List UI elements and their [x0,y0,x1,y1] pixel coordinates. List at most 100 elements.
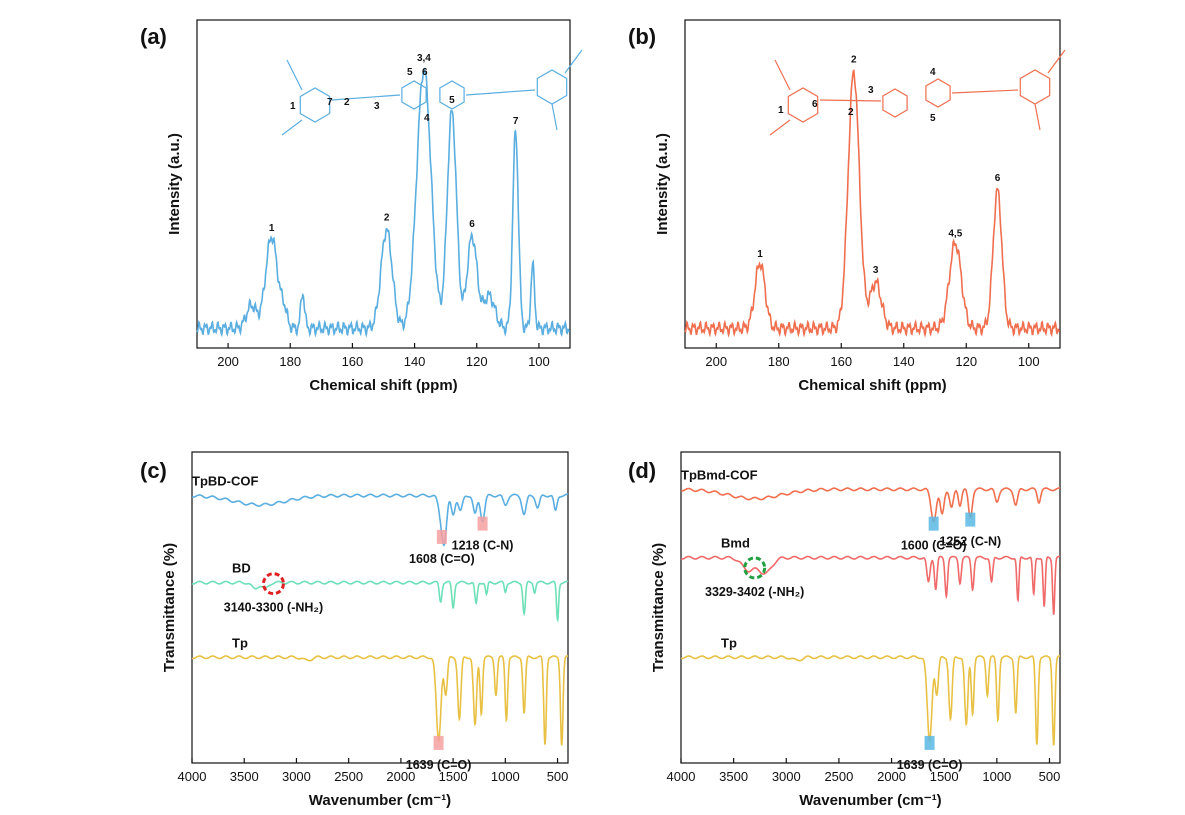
plot-frame [680,451,1061,764]
x-tick-label: 100 [1018,354,1040,369]
structure-ring [925,78,951,108]
structure-atom-label: 5 [930,113,936,124]
x-tick-label: 140 [893,354,915,369]
band-marker [924,735,935,750]
band-annotation: 1639 (C=O) [406,758,472,772]
series-label: BD [232,561,251,576]
peak-label: 5 [449,95,455,106]
peak-label: 1 [757,249,763,260]
structure-ring [882,88,908,118]
band-marker [965,512,976,527]
structure-bond [564,49,583,74]
band-marker [436,529,447,544]
peak-label: 6 [469,219,475,230]
x-tick-label: 140 [404,354,426,369]
x-tick-label: 1000 [982,769,1011,784]
ir-spectrum-line [191,580,569,623]
band-annotation: 3329-3402 (-NH₂) [705,585,804,599]
x-tick-label: 4000 [667,769,696,784]
x-tick-label: 2000 [386,769,415,784]
series-label: TpBD-COF [192,474,258,489]
band-annotation: 1252 (C-N) [939,535,1001,549]
nmr-spectrum-line [684,68,1061,338]
ir-spectrum-line [191,655,568,746]
x-tick-label: 160 [830,354,852,369]
x-tick-label: 2500 [824,769,853,784]
y-axis-title: Intensity (a.u.) [166,133,183,235]
structure-bond [465,89,536,96]
x-tick-label: 4000 [178,769,207,784]
x-tick-label: 160 [342,354,364,369]
x-axis-title: Wavenumber (cm⁻¹) [309,792,451,809]
structure-ring [299,87,331,123]
structure-bond [774,59,791,91]
structure-bond [331,94,401,101]
structure-atom-label: 2 [344,97,350,108]
structure-bond [819,99,882,102]
structure-ring [1019,69,1051,105]
structure-atom-label: 1 [778,105,784,116]
x-tick-label: 2500 [334,769,363,784]
structure-ring [536,69,568,105]
x-tick-label: 3500 [230,769,259,784]
molecule-structure [281,49,583,136]
structure-atom-label: 4 [424,113,430,124]
peak-label: 2 [384,213,390,224]
plot-frame [191,451,569,764]
band-annotation: 1608 (C=O) [409,552,475,566]
peak-label: 3,4 [417,53,431,64]
ir-spectrum-line [680,555,1061,615]
x-tick-label: 180 [279,354,301,369]
structure-atom-label: 7 [327,97,333,108]
structure-atom-label: 3 [868,85,874,96]
structure-bond [281,119,303,136]
peak-label: 3 [873,265,879,276]
series-label: TpBmd-COF [681,467,758,482]
molecule-structure [769,49,1066,136]
structure-bond [286,59,303,91]
ir-spectrum-line [680,655,1060,746]
structure-atom-label: 3 [374,101,380,112]
band-marker [477,516,488,531]
panel-c: (c) 4000 3500 3000 2500 2000 1500 1000 500 Wavenu… [140,451,569,809]
band-annotation: 3140-3300 (-NH₂) [224,601,323,615]
ir-spectrum-line [191,493,569,547]
band-circle-marker [261,572,285,596]
structure-bond [951,89,1019,94]
plot-frame [196,19,571,349]
structure-bond [1047,49,1066,74]
x-tick-label: 1000 [491,769,520,784]
structure-atom-label: 5 [407,67,413,78]
x-tick-label: 500 [547,769,569,784]
panel-label: (d) [628,458,656,483]
structure-ring [439,80,465,110]
x-tick-label: 100 [528,354,550,369]
x-tick-label: 3000 [772,769,801,784]
x-tick-label: 3500 [719,769,748,784]
structure-bond [769,119,791,136]
x-tick-label: 180 [768,354,790,369]
structure-atom-label: 4 [930,67,936,78]
y-axis-title: Intensity (a.u.) [654,133,671,235]
band-marker [433,735,444,750]
x-axis-title: Chemical shift (ppm) [798,377,946,394]
series-label: Tp [721,635,737,650]
y-axis-title: Transmittance (%) [161,543,178,672]
x-axis-title: Wavenumber (cm⁻¹) [799,792,941,809]
structure-atom-label: 2 [848,107,854,118]
plot-frame [684,19,1061,349]
nmr-spectrum-line [196,67,571,338]
peak-label: 1 [269,223,275,234]
series-label: Tp [232,635,248,650]
x-tick-label: 200 [705,354,727,369]
panel-label: (c) [140,458,167,483]
panel-label: (a) [140,24,167,49]
x-tick-label: 1500 [930,769,959,784]
x-tick-label: 3000 [282,769,311,784]
panel-b: (b) 200 180 160 140 120 100 Chemical shift (ppm… [628,19,1066,394]
x-tick-label: 2000 [877,769,906,784]
panel-d: (d) 4000 3500 3000 2500 2000 1500 1000 500 Wavenu… [628,451,1061,809]
structure-atom-label: 1 [290,101,296,112]
peak-label: 6 [995,173,1001,184]
